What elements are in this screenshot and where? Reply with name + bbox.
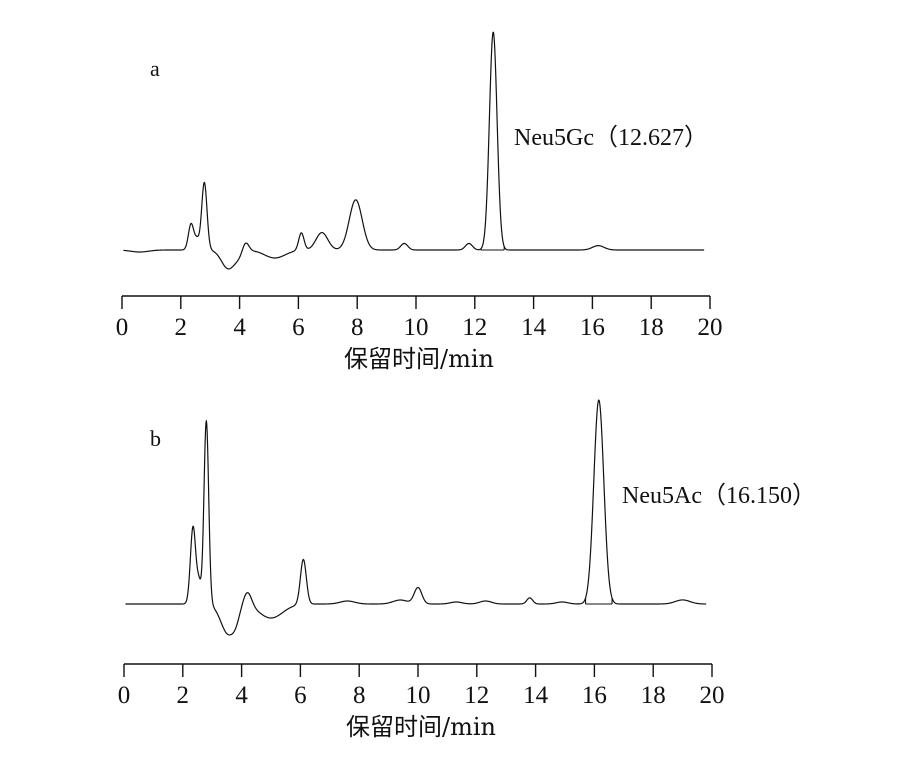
x-tick-label: 16 [580,314,605,341]
x-tick-label: 16 [582,682,607,709]
x-tick-label: 8 [351,314,364,341]
x-tick-label: 0 [118,682,131,709]
panel-b-peak-integration-lines [585,597,613,605]
x-tick-label: 14 [521,314,547,341]
x-tick-label: 2 [175,314,188,341]
panel-a-trace [123,31,705,270]
panel-b-label: b [150,426,161,451]
x-tick-label: 12 [464,682,489,709]
x-tick-label: 18 [641,682,666,709]
panel-b-x-ticks: 0 2 4 6 8 10 12 14 16 18 20 [118,664,725,709]
panel-a-peak-integration-lines [480,246,505,251]
panel-b-peak-annotation: Neu5Ac（16.150） [622,483,816,509]
x-tick-label: 2 [177,682,190,709]
x-tick-label: 20 [700,682,725,709]
x-tick-label: 0 [116,314,129,341]
panel-a-label: a [150,56,160,81]
x-tick-label: 20 [698,314,723,341]
x-tick-label: 12 [462,314,487,341]
x-tick-label: 8 [353,682,366,709]
panel-b-x-axis-title: 保留时间/min [346,713,496,741]
panel-a-peak-annotation: Neu5Gc（12.627） [514,125,708,151]
panel-a-x-axis-title: 保留时间/min [344,345,494,373]
x-tick-label: 10 [406,682,431,709]
x-tick-label: 6 [292,314,305,341]
x-tick-label: 4 [235,682,248,709]
x-tick-label: 18 [639,314,664,341]
panel-b-trace [125,399,707,636]
panel-a-chromatogram: a Neu5Gc（12.627） 0 2 4 6 8 10 12 14 16 18 20 保留时间/… [116,31,723,373]
x-tick-label: 6 [294,682,307,709]
x-tick-label: 10 [404,314,429,341]
panel-b-chromatogram: b Neu5Ac（16.150） 0 2 4 6 8 10 12 14 16 18 20 保留时间/… [118,399,816,741]
x-tick-label: 14 [523,682,549,709]
panel-a-x-ticks: 0 2 4 6 8 10 12 14 16 18 20 [116,296,723,341]
x-tick-label: 4 [233,314,246,341]
